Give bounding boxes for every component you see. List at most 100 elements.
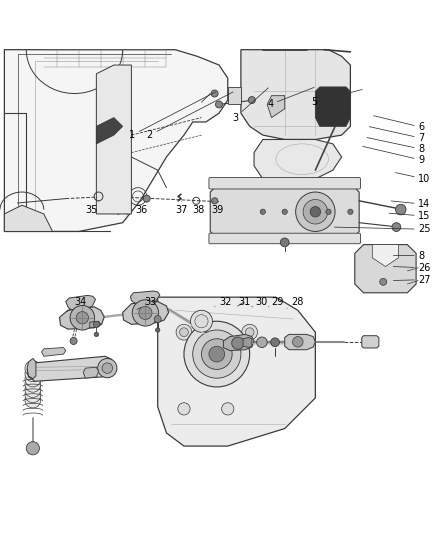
Text: 29: 29 <box>268 296 284 307</box>
Text: 31: 31 <box>238 296 251 306</box>
Circle shape <box>178 403 190 415</box>
Circle shape <box>348 209 353 214</box>
Circle shape <box>242 324 258 340</box>
Circle shape <box>209 346 225 362</box>
Circle shape <box>139 306 152 319</box>
Circle shape <box>212 198 218 204</box>
Circle shape <box>102 363 113 374</box>
Polygon shape <box>362 336 379 348</box>
Circle shape <box>195 314 208 328</box>
Polygon shape <box>254 140 342 179</box>
Polygon shape <box>4 50 228 231</box>
Polygon shape <box>243 337 252 348</box>
Circle shape <box>280 238 289 247</box>
Text: 1: 1 <box>129 92 215 140</box>
Circle shape <box>380 278 387 285</box>
FancyBboxPatch shape <box>209 233 360 244</box>
Text: 9: 9 <box>363 147 424 165</box>
Text: 27: 27 <box>393 274 431 285</box>
Circle shape <box>94 332 99 336</box>
Text: 38: 38 <box>193 201 205 215</box>
Circle shape <box>180 328 188 336</box>
Text: 10: 10 <box>396 173 431 184</box>
Polygon shape <box>158 297 315 446</box>
Circle shape <box>211 90 218 97</box>
Circle shape <box>155 328 160 332</box>
Polygon shape <box>131 291 160 304</box>
Circle shape <box>282 209 287 214</box>
Circle shape <box>25 371 41 387</box>
Circle shape <box>25 366 41 382</box>
Text: 30: 30 <box>252 296 268 307</box>
Circle shape <box>396 204 406 215</box>
Circle shape <box>201 339 232 369</box>
Polygon shape <box>27 356 113 381</box>
Circle shape <box>143 195 150 202</box>
Circle shape <box>70 337 77 344</box>
Text: 2: 2 <box>147 92 233 140</box>
Polygon shape <box>83 367 99 378</box>
Circle shape <box>260 209 265 214</box>
Circle shape <box>248 96 255 103</box>
Text: 8: 8 <box>393 251 424 261</box>
Text: 3: 3 <box>232 88 268 123</box>
Text: 25: 25 <box>334 224 431 235</box>
Circle shape <box>176 324 192 340</box>
Polygon shape <box>27 359 36 378</box>
Text: 39: 39 <box>211 201 223 215</box>
Text: 35: 35 <box>85 201 99 215</box>
Text: 15: 15 <box>389 211 431 221</box>
Text: 34: 34 <box>67 296 87 312</box>
Circle shape <box>191 310 212 332</box>
Polygon shape <box>210 183 359 240</box>
Polygon shape <box>372 245 399 266</box>
Circle shape <box>193 330 241 378</box>
Polygon shape <box>241 50 350 140</box>
Text: 26: 26 <box>393 263 431 273</box>
Polygon shape <box>90 321 101 328</box>
Circle shape <box>326 209 331 214</box>
Circle shape <box>310 206 321 217</box>
Text: 36: 36 <box>136 201 148 215</box>
Circle shape <box>296 192 335 231</box>
Circle shape <box>76 312 88 324</box>
Polygon shape <box>228 87 241 104</box>
Text: 4: 4 <box>267 87 314 109</box>
Circle shape <box>392 223 401 231</box>
Circle shape <box>232 337 244 349</box>
Polygon shape <box>96 65 131 214</box>
Polygon shape <box>223 334 254 351</box>
Circle shape <box>132 300 159 326</box>
Text: 7: 7 <box>369 127 424 143</box>
Polygon shape <box>355 245 416 293</box>
Circle shape <box>98 359 117 378</box>
FancyBboxPatch shape <box>209 177 360 189</box>
Circle shape <box>303 199 328 224</box>
Polygon shape <box>42 348 66 356</box>
Circle shape <box>70 305 95 330</box>
Polygon shape <box>267 96 285 118</box>
Circle shape <box>25 382 41 398</box>
Circle shape <box>25 376 41 392</box>
Circle shape <box>25 387 41 403</box>
Polygon shape <box>60 307 104 329</box>
Polygon shape <box>315 87 350 126</box>
Circle shape <box>26 442 39 455</box>
Polygon shape <box>66 295 95 310</box>
Text: 28: 28 <box>287 296 304 308</box>
Text: 32: 32 <box>215 296 231 307</box>
Polygon shape <box>123 302 169 324</box>
Circle shape <box>25 392 41 408</box>
Text: 6: 6 <box>374 116 424 132</box>
Text: 14: 14 <box>391 199 431 209</box>
Text: 8: 8 <box>367 138 424 154</box>
Circle shape <box>25 361 41 376</box>
Polygon shape <box>96 118 123 144</box>
Circle shape <box>154 316 161 322</box>
Circle shape <box>93 321 99 327</box>
Circle shape <box>184 321 250 387</box>
Polygon shape <box>285 334 315 350</box>
Circle shape <box>293 336 303 347</box>
Text: 37: 37 <box>175 201 187 215</box>
Text: 5: 5 <box>311 90 362 107</box>
